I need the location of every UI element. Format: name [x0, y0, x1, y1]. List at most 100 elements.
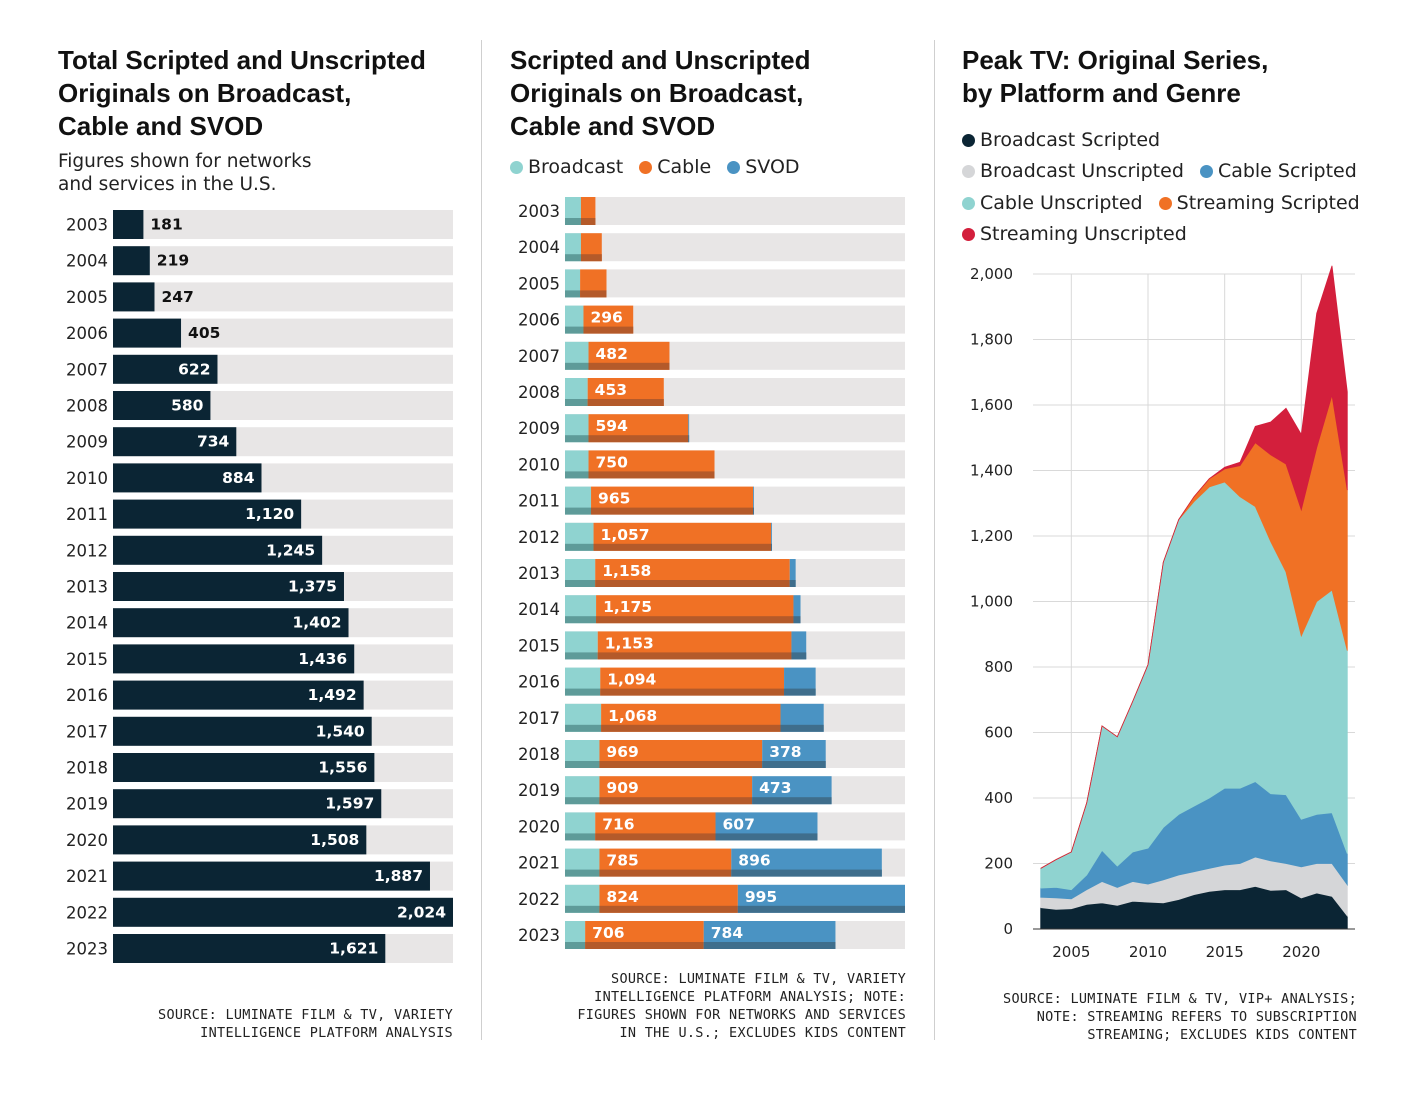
legend-item-svod: SVOD — [727, 156, 800, 178]
middle-legend: Broadcast Cable SVOD — [510, 156, 810, 179]
year-label: 2006 — [518, 311, 560, 330]
y-tick-label: 0 — [1003, 920, 1013, 938]
broadcast-segment-base — [565, 471, 589, 479]
year-label: 2021 — [66, 867, 108, 886]
year-label: 2008 — [66, 397, 108, 416]
year-label: 2003 — [66, 216, 108, 235]
right-chart-source: SOURCE: LUMINATE FILM & TV, VIP+ ANALYSI… — [1003, 991, 1357, 1043]
legend-item-cable-unscripted: Cable Unscripted — [962, 192, 1143, 214]
bar-track — [113, 246, 453, 276]
year-label: 2012 — [518, 528, 560, 547]
broadcast-segment-base — [565, 435, 589, 443]
cable-segment-base — [588, 362, 670, 370]
svod-value-label: 896 — [738, 852, 770, 870]
bar-value-label: 1,887 — [374, 867, 423, 885]
bar-value-label: 1,436 — [298, 650, 347, 668]
left-bar-chart: 2003 181 2004 219 2005 247 2006 405 2007 622 2008 5… — [66, 210, 453, 963]
year-label: 2007 — [66, 360, 108, 379]
cable-segment-base — [601, 724, 781, 732]
cable-value-label: 1,175 — [603, 598, 652, 616]
y-tick-label: 1,200 — [970, 527, 1013, 545]
total-bar — [113, 282, 155, 312]
year-label: 2008 — [518, 383, 560, 402]
cable-value-label: 1,158 — [602, 562, 651, 580]
year-label: 2016 — [66, 686, 108, 705]
svod-segment-base — [789, 580, 796, 587]
right-legend-row-1: Broadcast Scripted — [962, 129, 1170, 152]
middle-chart-source: SOURCE: LUMINATE FILM & TV, VARIETY INTE… — [577, 971, 906, 1041]
bar-value-label: 1,375 — [288, 578, 337, 596]
broadcast-segment-base — [565, 942, 586, 949]
bar-value-label: 247 — [161, 288, 193, 306]
svod-value-label: 378 — [769, 743, 801, 761]
year-label: 2019 — [66, 795, 108, 814]
total-bar — [113, 897, 453, 927]
right-legend-row-4: Streaming Unscripted — [962, 223, 1197, 246]
year-label: 2004 — [66, 252, 108, 271]
cable-value-label: 909 — [606, 779, 638, 797]
year-label: 2010 — [518, 455, 560, 474]
legend-item-streaming-unscripted: Streaming Unscripted — [962, 223, 1187, 245]
year-label: 2018 — [66, 759, 108, 778]
cable-value-label: 824 — [606, 888, 639, 906]
total-bar — [113, 354, 218, 384]
svod-segment — [789, 559, 796, 587]
left-chart-title: Total Scripted and Unscripted Originals … — [58, 45, 426, 141]
year-label: 2016 — [518, 673, 560, 692]
total-bar — [113, 753, 375, 782]
cable-value-label: 296 — [590, 309, 622, 327]
total-bar — [113, 391, 211, 420]
cable-segment-base — [587, 399, 664, 406]
bar-value-label: 1,621 — [329, 940, 378, 958]
svod-segment-base — [737, 905, 905, 913]
broadcast-segment-base — [565, 616, 597, 624]
year-label: 2015 — [66, 650, 108, 669]
total-bar — [113, 608, 349, 638]
legend-label-broadcast-scripted: Broadcast Scripted — [980, 129, 1161, 151]
broadcast-segment-base — [565, 905, 600, 913]
year-label: 2011 — [518, 492, 560, 511]
broadcast-segment-base — [565, 507, 592, 515]
left-chart-source: SOURCE: LUMINATE FILM & TV, VARIETY INTE… — [158, 1007, 453, 1041]
legend-item-broadcast-scripted: Broadcast Scripted — [962, 129, 1160, 151]
divider-right — [934, 40, 935, 1040]
total-bar — [113, 716, 372, 746]
year-label: 2003 — [518, 202, 560, 221]
svod-value-label: 995 — [745, 888, 777, 906]
cable-value-label: 482 — [596, 345, 628, 363]
bar-value-label: 580 — [171, 397, 204, 415]
total-bar — [113, 934, 386, 963]
legend-swatch-broadcast-scripted — [962, 133, 975, 147]
broadcast-segment-base — [565, 724, 602, 732]
year-label: 2017 — [66, 722, 108, 741]
year-label: 2019 — [518, 781, 560, 800]
bar-value-label: 219 — [157, 252, 189, 270]
x-tick-label: 2005 — [1052, 943, 1090, 961]
year-label: 2015 — [518, 636, 560, 655]
y-tick-label: 400 — [984, 789, 1013, 807]
broadcast-segment-base — [565, 761, 600, 768]
cable-segment-base — [588, 435, 689, 443]
svod-segment-base — [771, 543, 772, 551]
broadcast-segment-base — [565, 254, 581, 262]
total-bar — [113, 246, 150, 276]
cable-segment-base — [593, 543, 772, 551]
y-tick-label: 2,000 — [970, 265, 1013, 283]
legend-swatch-streaming-unscripted — [962, 227, 975, 241]
year-label: 2009 — [518, 419, 560, 438]
legend-item-broadcast-unscripted: Broadcast Unscripted — [962, 160, 1184, 182]
total-bar — [113, 318, 182, 348]
right-stacked-area-chart: 0 200 400 600 800 1,000 1,200 1,400 1,600 1,800 2,… — [970, 265, 1355, 961]
total-bar — [113, 680, 364, 710]
svod-segment-base — [784, 688, 816, 696]
legend-item-cable-scripted: Cable Scripted — [1199, 160, 1357, 182]
year-label: 2020 — [518, 817, 560, 836]
bar-value-label: 622 — [178, 360, 210, 378]
year-label: 2007 — [518, 347, 560, 366]
cable-value-label: 594 — [596, 417, 629, 435]
y-tick-label: 800 — [984, 658, 1013, 676]
legend-swatch-cable-scripted — [1199, 164, 1213, 178]
svod-segment-base — [752, 797, 832, 805]
total-bar — [113, 427, 237, 457]
year-label: 2013 — [518, 564, 560, 583]
